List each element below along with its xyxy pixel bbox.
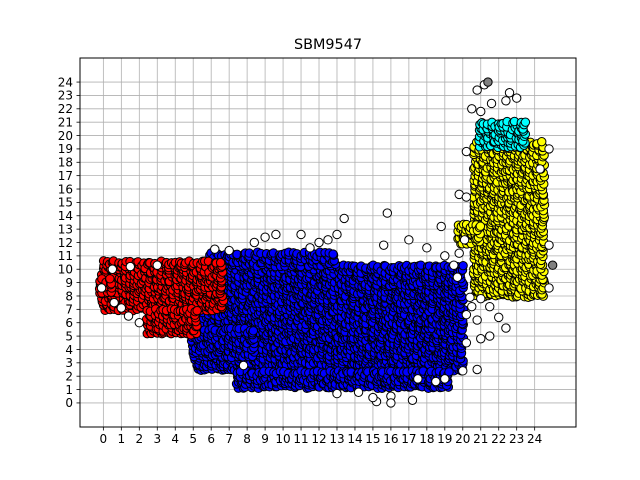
scatter-point: [535, 164, 545, 174]
x-tick-label: 5: [189, 432, 197, 446]
scatter-point: [461, 192, 472, 202]
scatter-point: [544, 283, 554, 293]
scatter-point: [249, 237, 260, 248]
scatter-point: [386, 398, 396, 408]
x-tick-label: 1: [118, 432, 126, 446]
scatter-point: [328, 249, 338, 259]
scatter-point: [192, 305, 202, 316]
scatter-point: [476, 106, 486, 117]
scatter-point: [485, 301, 495, 312]
scatter-point: [547, 260, 558, 270]
scatter-point: [449, 260, 459, 270]
scatter-point: [125, 261, 136, 272]
x-tick-label: 3: [153, 432, 161, 446]
scatter-point: [96, 283, 107, 293]
points-layer: [94, 77, 558, 408]
scatter-point: [476, 334, 486, 344]
scatter-point: [465, 292, 475, 303]
scatter-point: [404, 235, 414, 245]
scatter-point: [472, 85, 482, 95]
scatter-point: [494, 312, 504, 323]
x-tick-label: 4: [171, 432, 179, 446]
scatter-point: [382, 208, 393, 218]
scatter-point: [472, 315, 482, 325]
scatter-point: [134, 318, 145, 328]
scatter-point: [152, 260, 162, 270]
scatter-point: [436, 221, 446, 232]
scatter-point: [461, 338, 472, 348]
scatter-point: [544, 240, 554, 250]
scatter-point: [123, 311, 134, 321]
scatter-point: [467, 104, 477, 114]
scatter-point: [483, 77, 493, 87]
scatter-point: [431, 376, 441, 387]
scatter-point: [440, 251, 450, 261]
scatter-point: [461, 146, 472, 157]
scatter-point: [485, 331, 495, 341]
scatter-point: [461, 309, 472, 320]
scatter-point: [454, 248, 464, 258]
scatter-point: [511, 93, 522, 103]
scatter-point: [458, 260, 468, 271]
scatter-point: [472, 364, 482, 375]
scatter-point: [452, 272, 463, 282]
scatter-point: [323, 235, 333, 245]
scatter-point: [379, 240, 389, 250]
scatter-point: [210, 244, 220, 254]
scatter-point: [475, 221, 486, 231]
scatter-point: [467, 301, 477, 312]
scatter-point: [544, 144, 554, 154]
scatter-point: [407, 395, 418, 405]
scatter-point: [504, 88, 515, 98]
chart-title: SBM9547: [294, 37, 362, 53]
scatter-point: [537, 136, 547, 147]
scatter-point: [332, 229, 342, 240]
scatter-point: [305, 243, 315, 253]
scatter-point: [501, 323, 511, 333]
scatter-point: [332, 388, 342, 399]
scatter-point: [339, 213, 349, 224]
scatter-point: [116, 303, 127, 313]
scatter-point: [353, 387, 364, 397]
scatter-point: [368, 392, 378, 403]
scatter-point: [314, 237, 324, 248]
scatter-point: [459, 235, 470, 245]
scatter-point: [271, 229, 281, 240]
x-tick-label: 2: [135, 432, 143, 446]
scatter-point: [413, 374, 423, 384]
scatter-point: [440, 374, 450, 384]
scatter-point: [422, 243, 432, 253]
scatter-point: [224, 245, 234, 256]
scatter-point: [105, 274, 115, 284]
scatter-point: [107, 264, 118, 274]
scatter-point: [520, 117, 531, 127]
scatter-point: [238, 360, 249, 371]
scatter-point: [458, 366, 468, 376]
scatter-point: [501, 96, 511, 106]
scatter-point: [476, 293, 486, 304]
scatter-point: [260, 232, 270, 242]
scatter-point: [215, 257, 226, 268]
scatter-point: [486, 98, 497, 109]
scatter-point: [296, 229, 306, 240]
x-tick-label: 0: [100, 432, 108, 446]
scatter-point: [248, 326, 259, 336]
scatter-point: [109, 297, 119, 308]
